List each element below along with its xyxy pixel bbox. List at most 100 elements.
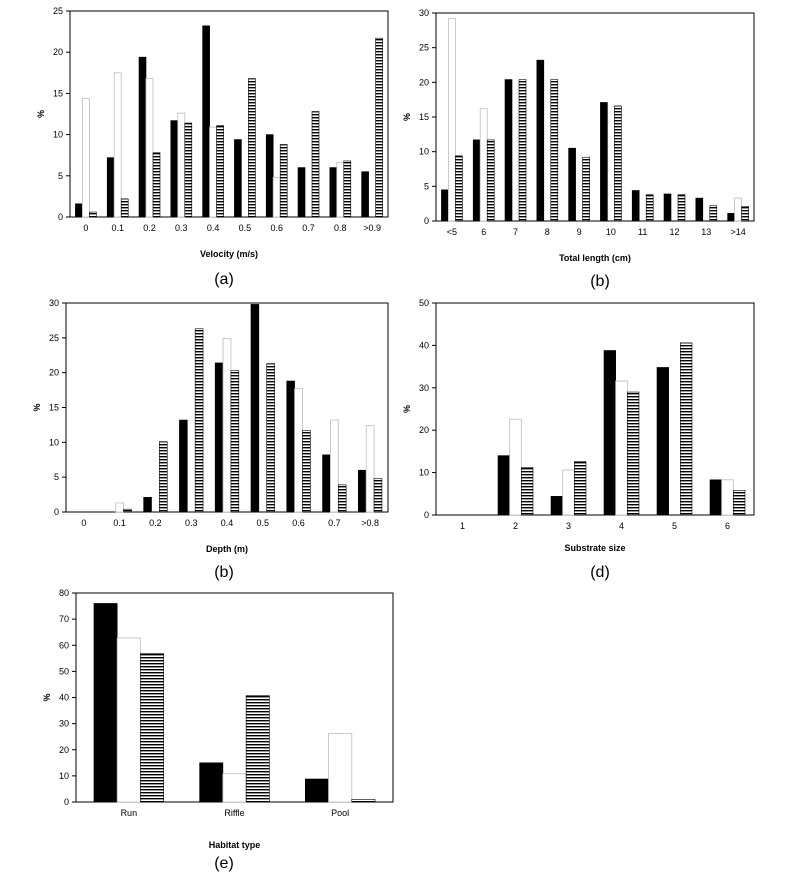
bar-open: [734, 197, 742, 222]
y-tick-label: 0: [58, 212, 63, 222]
bar-solid: [568, 147, 576, 222]
x-tick-label: 0.7: [328, 518, 341, 528]
bar-solid: [329, 167, 338, 218]
x-axis-label: Substrate size: [564, 543, 625, 553]
y-tick-label: 70: [59, 614, 69, 624]
y-tick-label: 15: [53, 88, 63, 98]
bar-striped: [230, 370, 240, 513]
x-tick-label: 0: [83, 223, 88, 233]
y-tick-label: 30: [59, 719, 69, 729]
bar-solid: [143, 497, 152, 513]
x-tick-label: 0.3: [175, 223, 188, 233]
bar-solid: [179, 419, 188, 513]
x-tick-label: 9: [577, 227, 582, 237]
bar-striped: [184, 122, 193, 218]
bar-solid: [497, 455, 510, 516]
y-tick-label: 0: [54, 507, 59, 517]
x-tick-label: 3: [566, 521, 571, 531]
bar-striped: [521, 467, 534, 516]
chart-e: 0 10 20 30 40 50 60 70 80% Run Riffle Pool Habitat t…: [42, 588, 394, 872]
bar-solid: [663, 193, 672, 222]
x-tick-label: 5: [672, 521, 677, 531]
bar-striped: [343, 160, 352, 218]
bar-striped: [194, 328, 204, 513]
panel-label: (d): [590, 564, 610, 581]
y-tick-label: 15: [49, 403, 59, 413]
bar-open: [329, 419, 339, 513]
bar-solid: [504, 79, 513, 222]
x-tick-label: 4: [619, 521, 624, 531]
bar-striped: [574, 461, 587, 516]
chart-a: 0 5 10 15 20 25% 0 0.1 0.2 0.3 0.4 0.5 0.6 0.7 0.8 >0.9…: [36, 6, 389, 288]
x-tick-label: 0.4: [207, 223, 220, 233]
y-tick-label: 20: [59, 745, 69, 755]
x-tick-label: 0.2: [149, 518, 162, 528]
y-tick-label: 20: [49, 368, 59, 378]
bar-striped: [741, 206, 749, 222]
bar-solid: [304, 778, 329, 803]
x-tick-label: 11: [638, 227, 647, 237]
x-axis-label: Habitat type: [209, 840, 261, 850]
x-tick-label: 0.1: [111, 223, 124, 233]
bar-striped: [518, 79, 527, 222]
y-tick-label: 15: [419, 112, 429, 122]
bar-open: [145, 78, 154, 218]
bar-open: [177, 112, 186, 218]
y-tick-label: 10: [419, 147, 429, 157]
bar-solid: [656, 367, 669, 516]
y-axis-label: %: [402, 405, 412, 413]
bar-solid: [727, 213, 735, 222]
y-tick-label: 30: [419, 383, 429, 393]
x-axis-label: Depth (m): [206, 544, 248, 554]
y-tick-label: 5: [54, 472, 59, 482]
y-tick-label: 10: [59, 771, 69, 781]
y-tick-label: 0: [424, 510, 429, 520]
x-tick-label: 0.3: [185, 518, 198, 528]
bar-open: [82, 97, 90, 218]
bar-solid: [265, 134, 274, 218]
bar-solid: [631, 190, 640, 222]
bar-open: [479, 108, 488, 222]
bar-solid: [297, 167, 306, 218]
bar-open: [615, 380, 628, 516]
bar-striped: [373, 478, 383, 513]
bar-striped: [582, 156, 590, 222]
bar-striped: [375, 37, 383, 218]
y-axis-label: %: [402, 113, 412, 121]
bar-open: [222, 338, 232, 513]
bar-striped: [709, 205, 718, 222]
bar-open: [113, 72, 122, 218]
plot-frame: [435, 302, 755, 516]
x-tick-label: 0.4: [221, 518, 234, 528]
bar-solid: [600, 102, 608, 222]
bar-open: [562, 469, 575, 516]
bar-striped: [140, 653, 165, 803]
x-tick-label: 12: [669, 227, 679, 237]
bar-solid: [441, 189, 449, 222]
y-tick-label: 30: [419, 8, 429, 18]
panel-label: (b): [214, 564, 234, 581]
y-tick-label: 5: [58, 171, 63, 181]
y-tick-label: 5: [424, 181, 429, 191]
panel-label: (a): [214, 271, 234, 288]
bar-solid: [361, 171, 369, 218]
bar-striped: [627, 391, 640, 516]
bar-solid: [603, 350, 616, 516]
bar-striped: [311, 111, 320, 218]
bar-solid: [199, 762, 224, 803]
x-tick-label: 6: [725, 521, 730, 531]
x-tick-label: 0.7: [302, 223, 315, 233]
bar-striped: [351, 799, 376, 803]
x-tick-label: 8: [545, 227, 550, 237]
y-tick-label: 40: [59, 693, 69, 703]
x-tick-label: >0.9: [363, 223, 381, 233]
bar-striped: [302, 430, 311, 513]
bar-open: [294, 388, 303, 513]
bar-open: [222, 773, 247, 803]
bar-open: [509, 418, 522, 516]
y-tick-label: 25: [49, 333, 59, 343]
bar-striped: [455, 155, 463, 222]
bar-open: [365, 425, 375, 513]
y-tick-label: 10: [419, 468, 429, 478]
